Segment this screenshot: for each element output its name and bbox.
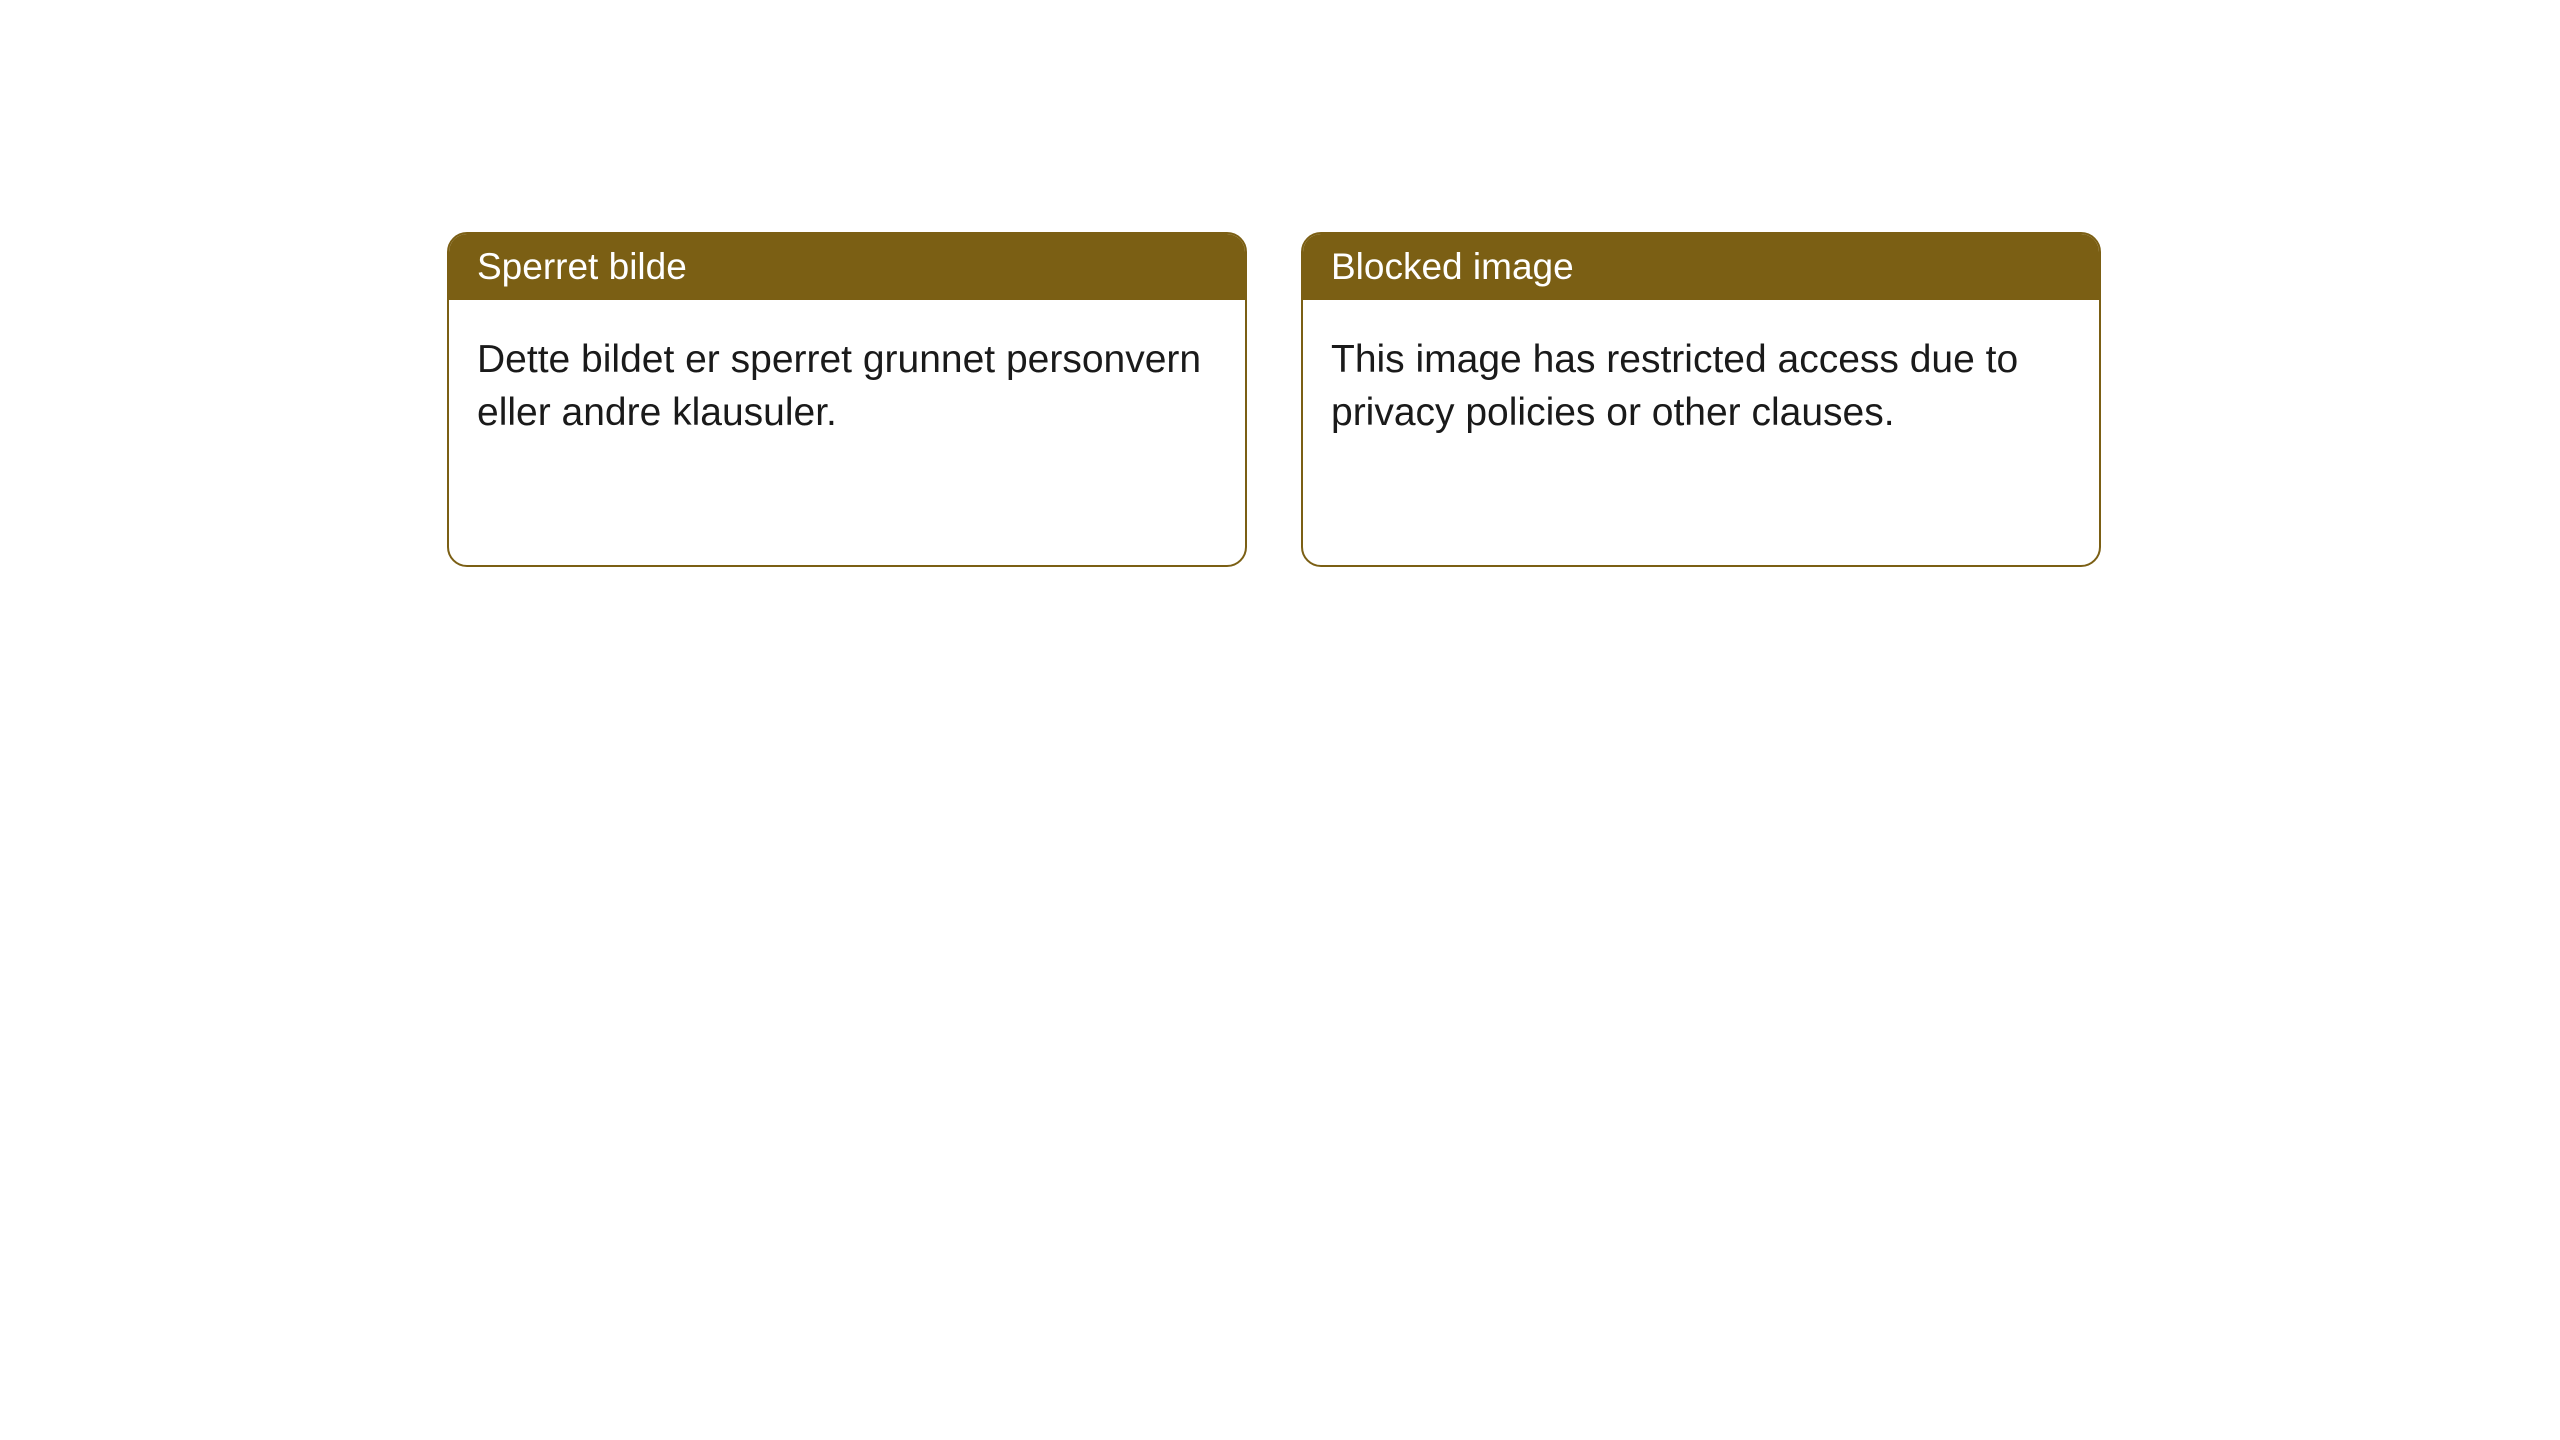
notice-card-norwegian: Sperret bilde Dette bildet er sperret gr…	[447, 232, 1247, 567]
notice-card-body: This image has restricted access due to …	[1303, 300, 2099, 473]
notice-card-header: Sperret bilde	[449, 234, 1245, 300]
notice-cards-container: Sperret bilde Dette bildet er sperret gr…	[0, 0, 2560, 567]
notice-card-english: Blocked image This image has restricted …	[1301, 232, 2101, 567]
notice-card-body: Dette bildet er sperret grunnet personve…	[449, 300, 1245, 473]
notice-card-header: Blocked image	[1303, 234, 2099, 300]
